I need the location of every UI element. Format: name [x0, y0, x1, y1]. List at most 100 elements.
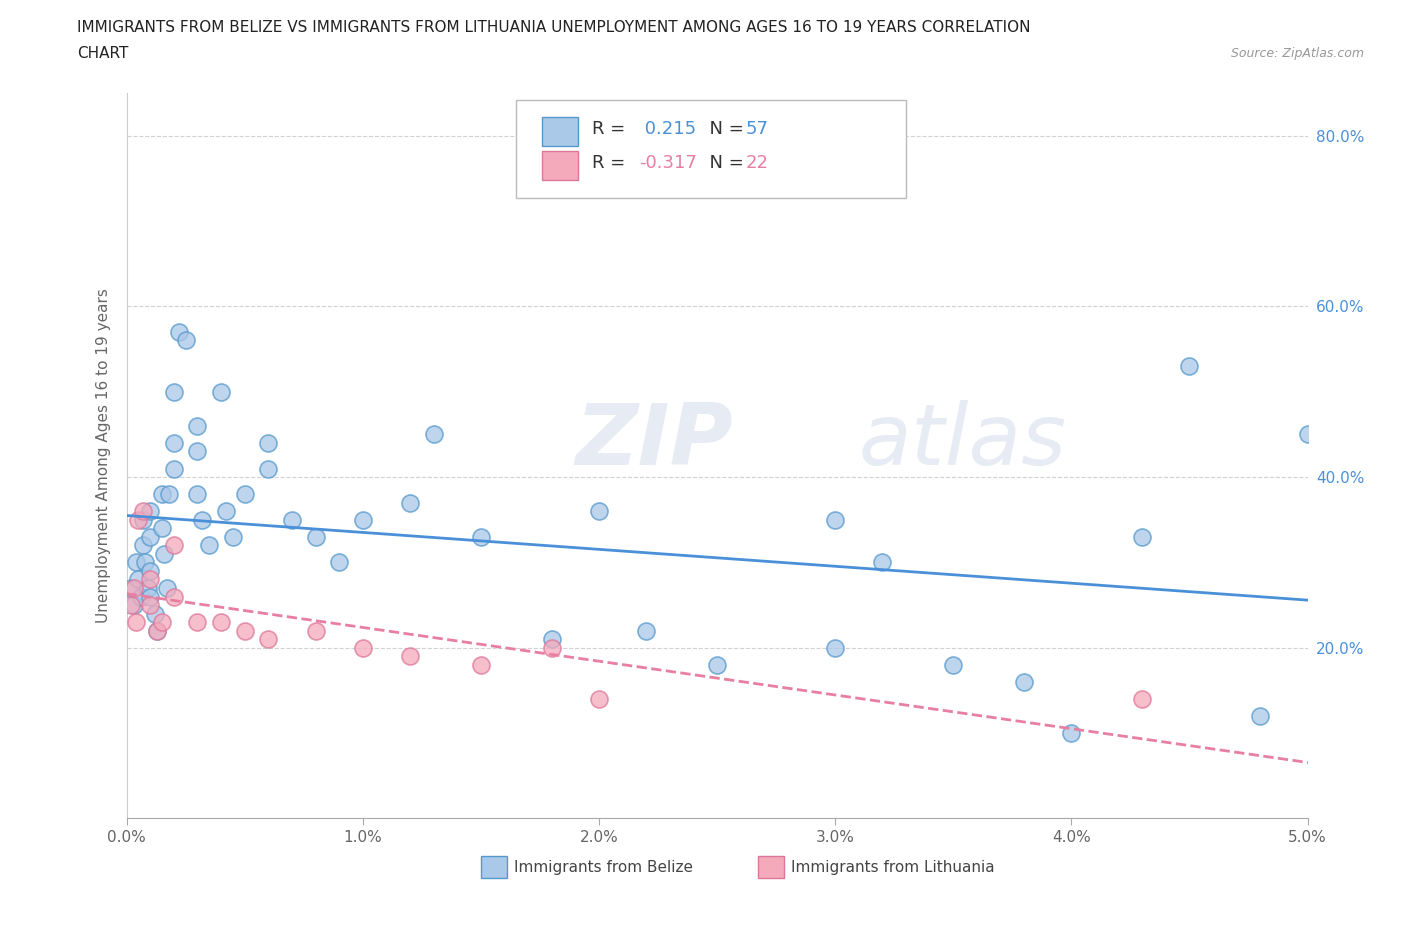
- Point: [1130, 692, 1153, 707]
- Point: [257, 631, 280, 646]
- Text: R =: R =: [592, 154, 631, 172]
- Point: [163, 435, 186, 450]
- Point: [153, 547, 176, 562]
- Point: [352, 640, 374, 655]
- Point: [706, 658, 728, 672]
- Point: [122, 580, 145, 595]
- Point: [399, 495, 422, 510]
- Point: [150, 615, 173, 630]
- Point: [257, 461, 280, 476]
- Text: N =: N =: [699, 120, 749, 139]
- Point: [257, 435, 280, 450]
- Point: [352, 512, 374, 527]
- Point: [824, 640, 846, 655]
- Point: [588, 504, 610, 519]
- Point: [139, 564, 162, 578]
- Point: [167, 325, 190, 339]
- Point: [163, 461, 186, 476]
- Point: [1178, 359, 1201, 374]
- Point: [186, 418, 208, 433]
- FancyBboxPatch shape: [543, 117, 578, 146]
- FancyBboxPatch shape: [516, 100, 905, 198]
- FancyBboxPatch shape: [758, 857, 785, 878]
- Point: [1012, 674, 1035, 689]
- Point: [125, 555, 148, 570]
- Point: [470, 529, 492, 544]
- Point: [222, 529, 245, 544]
- Point: [156, 580, 179, 595]
- Text: 0.215: 0.215: [640, 120, 696, 139]
- Point: [215, 504, 238, 519]
- Point: [139, 572, 162, 587]
- Point: [127, 512, 149, 527]
- Point: [139, 529, 162, 544]
- Point: [209, 384, 232, 399]
- Y-axis label: Unemployment Among Ages 16 to 19 years: Unemployment Among Ages 16 to 19 years: [96, 288, 111, 623]
- Point: [942, 658, 965, 672]
- Point: [120, 580, 142, 595]
- Point: [588, 692, 610, 707]
- Point: [540, 640, 562, 655]
- Point: [422, 427, 444, 442]
- Point: [209, 615, 232, 630]
- Text: Immigrants from Lithuania: Immigrants from Lithuania: [792, 859, 995, 874]
- Point: [1060, 725, 1083, 740]
- Point: [1249, 709, 1271, 724]
- Text: ZIP: ZIP: [575, 400, 733, 483]
- Point: [134, 555, 156, 570]
- Text: Source: ZipAtlas.com: Source: ZipAtlas.com: [1230, 46, 1364, 60]
- Point: [186, 486, 208, 501]
- FancyBboxPatch shape: [543, 151, 578, 180]
- Point: [125, 615, 148, 630]
- Point: [143, 606, 166, 621]
- Text: CHART: CHART: [77, 46, 129, 61]
- Point: [304, 529, 326, 544]
- Point: [186, 444, 208, 458]
- Point: [233, 486, 256, 501]
- Point: [120, 598, 142, 613]
- Point: [281, 512, 304, 527]
- Point: [174, 333, 197, 348]
- FancyBboxPatch shape: [481, 857, 506, 878]
- Text: N =: N =: [699, 154, 749, 172]
- Point: [150, 521, 173, 536]
- Point: [132, 504, 155, 519]
- Point: [163, 589, 186, 604]
- Text: atlas: atlas: [859, 400, 1067, 483]
- Point: [636, 623, 658, 638]
- Text: IMMIGRANTS FROM BELIZE VS IMMIGRANTS FROM LITHUANIA UNEMPLOYMENT AMONG AGES 16 T: IMMIGRANTS FROM BELIZE VS IMMIGRANTS FRO…: [77, 20, 1031, 35]
- Point: [129, 589, 152, 604]
- Point: [122, 598, 145, 613]
- Point: [163, 384, 186, 399]
- Text: -0.317: -0.317: [640, 154, 697, 172]
- Point: [127, 572, 149, 587]
- Point: [470, 658, 492, 672]
- Point: [1296, 427, 1319, 442]
- Point: [139, 598, 162, 613]
- Point: [540, 631, 562, 646]
- Point: [824, 512, 846, 527]
- Point: [136, 580, 159, 595]
- Point: [304, 623, 326, 638]
- Point: [163, 538, 186, 552]
- Text: 57: 57: [745, 120, 769, 139]
- Point: [146, 623, 169, 638]
- Point: [399, 649, 422, 664]
- Text: R =: R =: [592, 120, 631, 139]
- Point: [872, 555, 894, 570]
- Point: [150, 486, 173, 501]
- Point: [198, 538, 221, 552]
- Point: [139, 589, 162, 604]
- Point: [139, 504, 162, 519]
- Point: [186, 615, 208, 630]
- Point: [1130, 529, 1153, 544]
- Point: [233, 623, 256, 638]
- Point: [132, 538, 155, 552]
- Text: 22: 22: [745, 154, 769, 172]
- Point: [157, 486, 180, 501]
- Text: Immigrants from Belize: Immigrants from Belize: [515, 859, 693, 874]
- Point: [146, 623, 169, 638]
- Point: [191, 512, 214, 527]
- Point: [132, 512, 155, 527]
- Point: [328, 555, 350, 570]
